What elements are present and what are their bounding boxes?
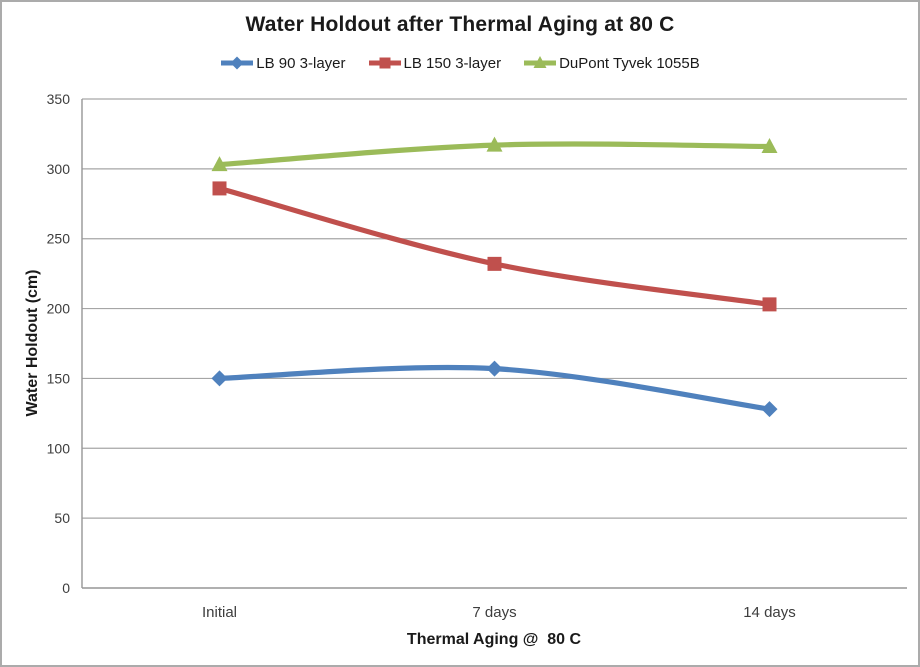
series-1 [212,181,777,312]
y-tick-label: 100 [47,440,71,456]
legend-item-2: DuPont Tyvek 1055B [523,54,700,72]
x-axis-title: Thermal Aging @ 80 C [406,631,582,648]
y-tick-label: 300 [47,161,71,177]
y-tick-label: 0 [62,580,70,596]
chart-title: Water Holdout after Thermal Aging at 80 … [245,13,675,36]
legend-marker-diamond-icon [221,56,254,70]
data-point-marker-triangle [533,56,547,68]
legend-marker-square-icon [368,57,401,69]
x-tick-label: 7 days [472,604,516,621]
legend-item-0: LB 90 3-layer [220,54,346,72]
data-point-marker-triangle [486,136,503,152]
legend-item-1: LB 150 3-layer [368,54,502,72]
x-tick-label: 14 days [743,604,796,621]
series-2 [211,136,778,172]
data-point-marker-diamond [230,56,244,70]
x-tick-label: Initial [202,604,237,621]
data-point-marker-square [212,181,227,196]
legend: LB 90 3-layer LB 150 3-layer DuPont Tyvek … [2,54,918,72]
data-point-marker-square [762,297,777,312]
y-tick-label: 350 [47,91,71,107]
y-tick-label: 150 [47,370,71,386]
legend-label: DuPont Tyvek 1055B [559,54,700,72]
data-point-marker-square [379,57,390,69]
data-point-marker-diamond [761,401,778,418]
legend-label: LB 150 3-layer [403,54,502,72]
data-point-marker-triangle [761,138,778,154]
data-point-marker-diamond [211,370,228,387]
data-point-marker-square [487,256,502,271]
legend-label: LB 90 3-layer [256,54,346,72]
data-point-marker-triangle [211,156,228,172]
y-tick-label: 50 [54,510,70,526]
series-0 [211,360,778,418]
y-tick-label: 250 [47,231,71,247]
y-tick-label: 200 [47,301,71,317]
legend-marker-triangle-icon [524,56,557,68]
y-axis-title: Water Holdout (cm) [24,269,41,417]
series-line [216,185,773,307]
data-point-marker-diamond [486,360,503,377]
